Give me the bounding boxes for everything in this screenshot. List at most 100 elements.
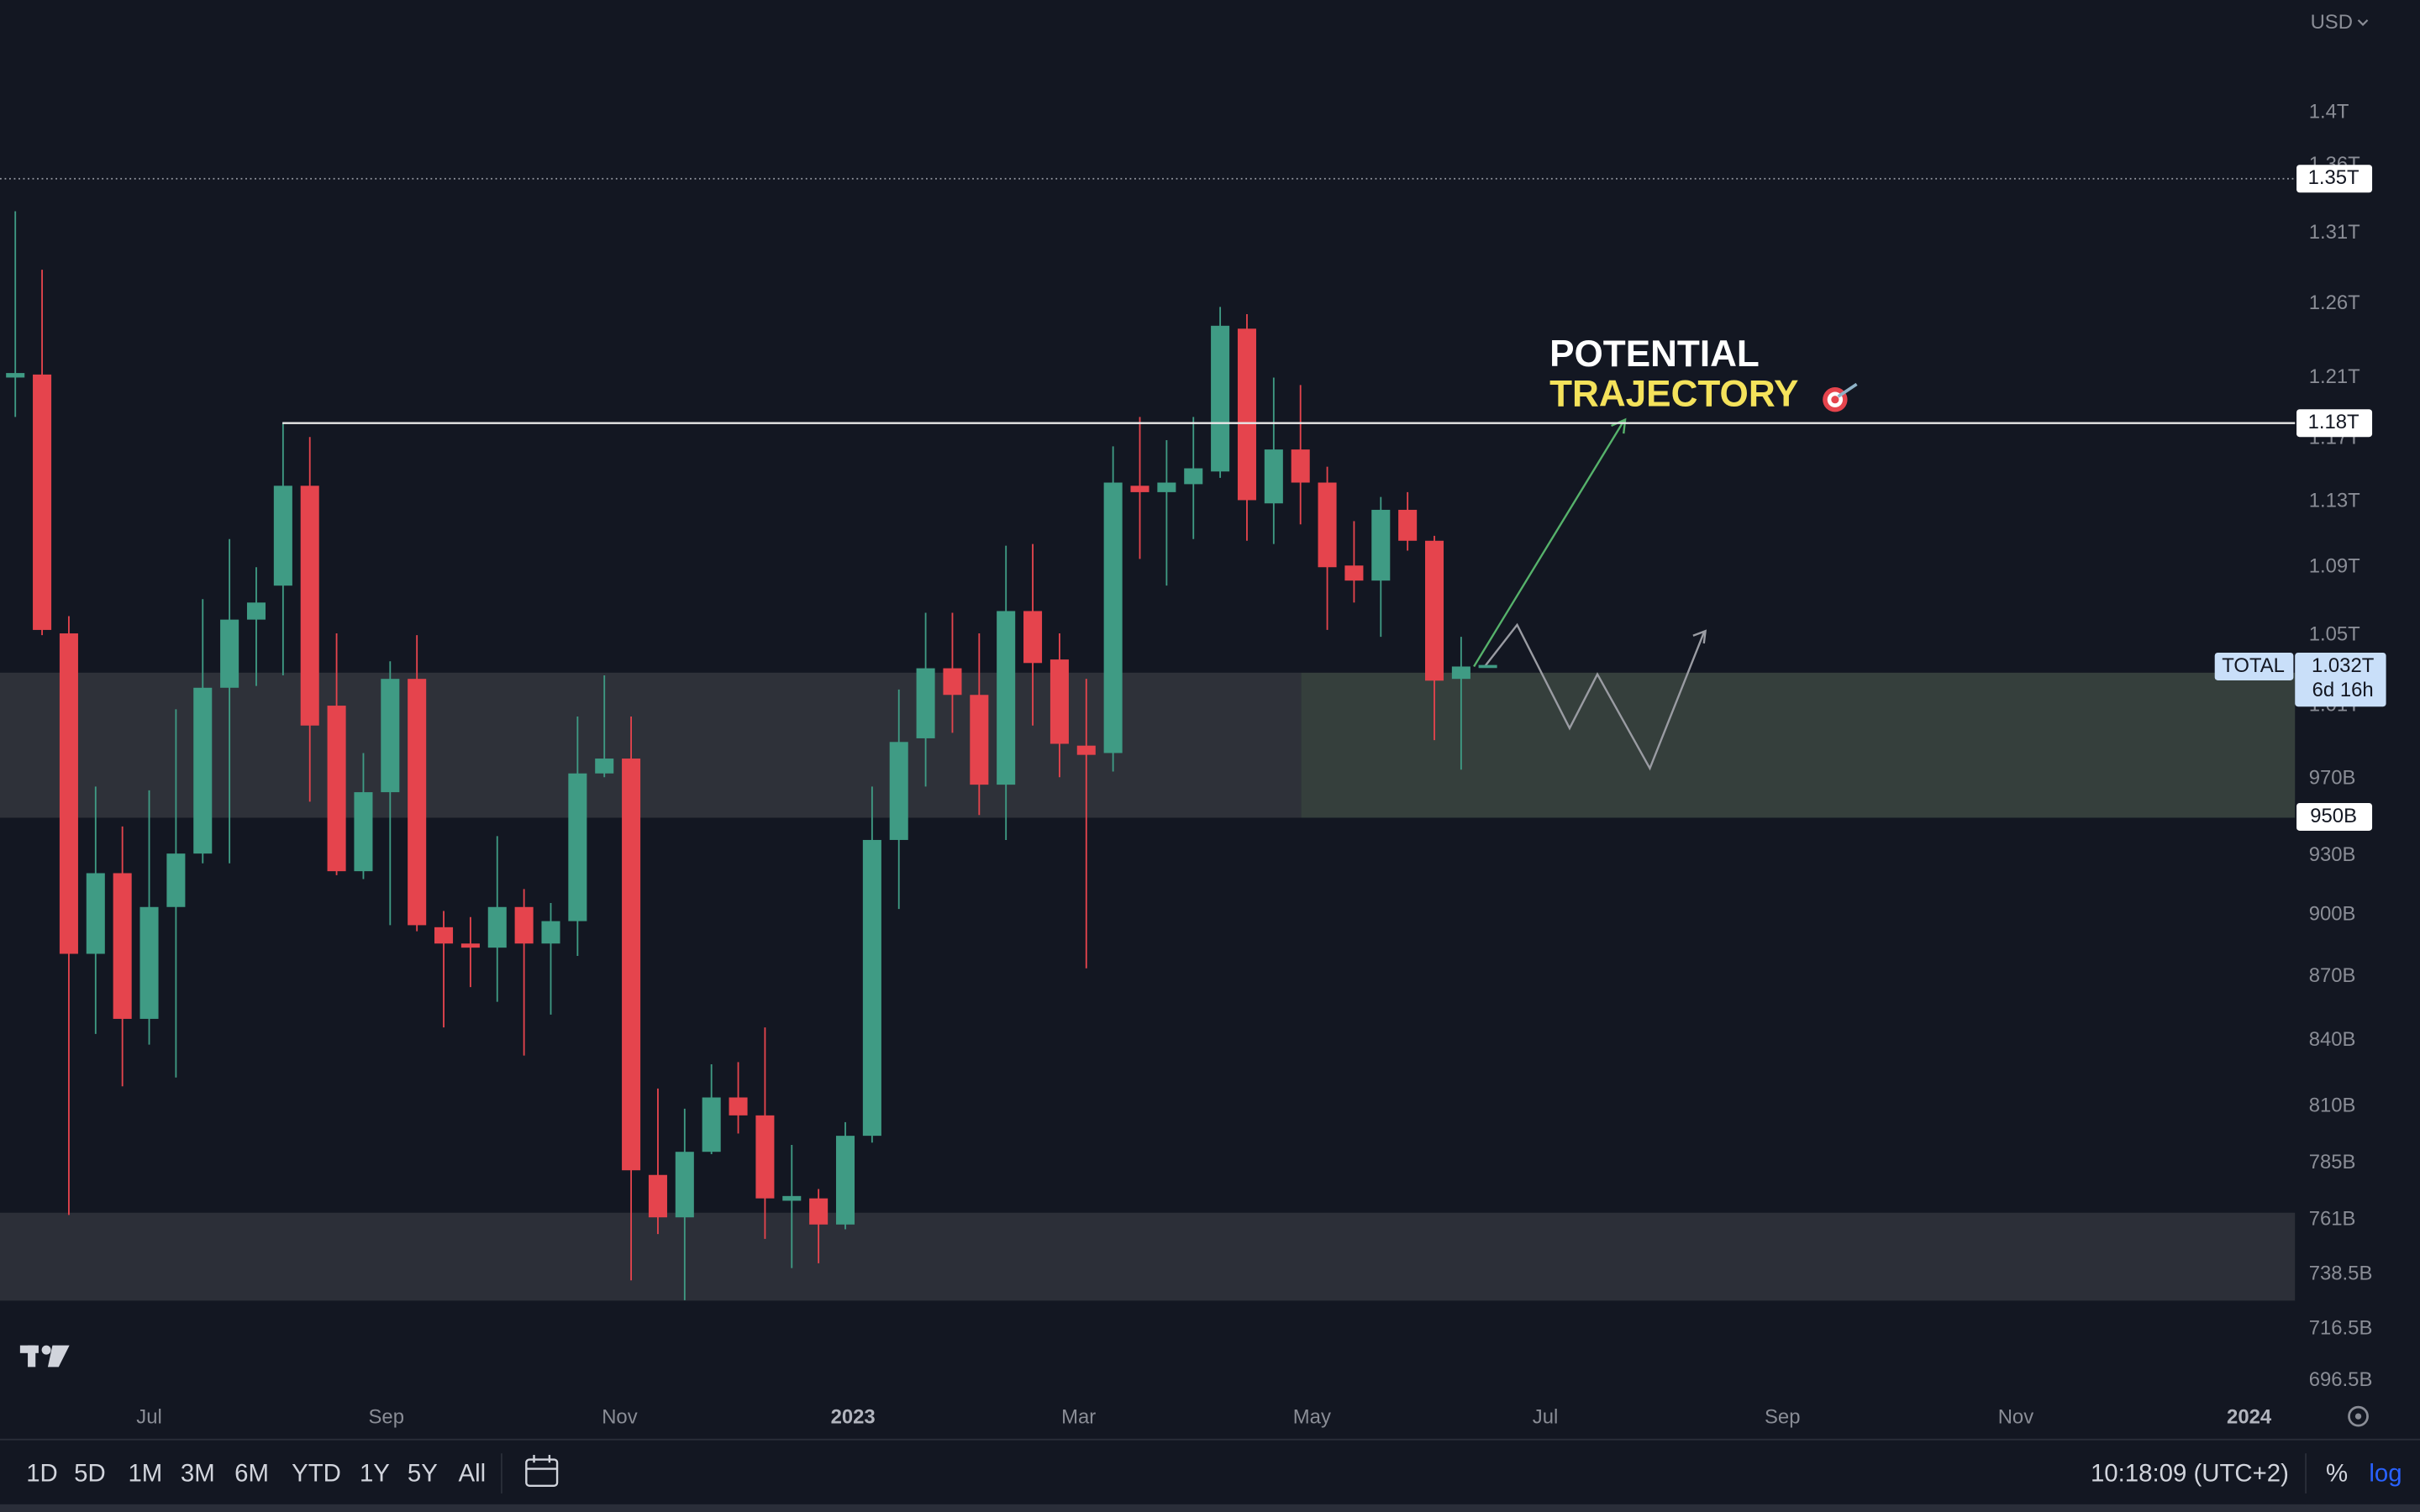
candle-body bbox=[1076, 745, 1096, 755]
candle-body bbox=[1103, 482, 1123, 753]
level-label: 950B bbox=[2310, 805, 2357, 827]
y-tick-label: 1.21T bbox=[2309, 365, 2360, 388]
current-name-box bbox=[2214, 652, 2294, 681]
candle-body bbox=[460, 943, 480, 948]
y-tick-label: 716.5B bbox=[2309, 1317, 2373, 1340]
x-tick-label: Jul bbox=[1533, 1405, 1559, 1428]
x-tick-label: Sep bbox=[1765, 1405, 1800, 1428]
candle-body bbox=[381, 679, 400, 793]
candle-body bbox=[487, 906, 507, 948]
settings-icon[interactable] bbox=[2348, 1405, 2369, 1427]
candle-body bbox=[622, 759, 641, 1171]
support-zone bbox=[0, 672, 1302, 818]
candle-body bbox=[675, 1152, 694, 1218]
candle-body bbox=[354, 792, 373, 872]
countdown: 6d 16h bbox=[2312, 679, 2374, 701]
candle-body bbox=[1318, 482, 1337, 568]
range-button[interactable]: 5D bbox=[74, 1460, 106, 1488]
candle-body bbox=[166, 853, 186, 907]
candle-body bbox=[943, 668, 962, 696]
y-tick-label: 1.13T bbox=[2309, 490, 2360, 512]
candle-body bbox=[1157, 482, 1176, 492]
y-tick-label: 930B bbox=[2309, 843, 2356, 866]
candle-body bbox=[1130, 486, 1150, 492]
log-toggle[interactable]: log bbox=[2369, 1460, 2402, 1488]
arrow-head bbox=[1692, 629, 1707, 644]
range-button[interactable]: 3M bbox=[181, 1460, 215, 1488]
candle-body bbox=[595, 759, 614, 774]
currency-caret bbox=[2357, 19, 2369, 26]
y-tick-label: 738.5B bbox=[2309, 1262, 2373, 1284]
level-label-box bbox=[2296, 409, 2373, 438]
range-button[interactable]: YTD bbox=[292, 1460, 341, 1488]
candle-body bbox=[889, 742, 908, 840]
annotation: TRAJECTORY bbox=[1549, 374, 1798, 415]
candle-body bbox=[568, 773, 587, 921]
range-button[interactable]: 6M bbox=[234, 1460, 269, 1488]
candle-body bbox=[997, 611, 1016, 785]
current-price: 1.032T bbox=[2312, 654, 2375, 677]
candle-body bbox=[59, 633, 78, 954]
y-tick-label: 761B bbox=[2309, 1207, 2356, 1230]
x-tick-label: Sep bbox=[369, 1405, 404, 1428]
candle-body bbox=[1237, 328, 1256, 501]
candle-body bbox=[970, 695, 989, 785]
candle-body bbox=[1291, 449, 1310, 483]
x-tick-label: Jul bbox=[136, 1405, 162, 1428]
candle-body bbox=[1371, 509, 1391, 581]
y-tick-label: 810B bbox=[2309, 1094, 2356, 1116]
candle-body bbox=[139, 906, 159, 1019]
candle-body bbox=[86, 873, 105, 954]
annotation: POTENTIAL bbox=[1549, 333, 1760, 375]
candle-body bbox=[755, 1115, 775, 1199]
candle-body bbox=[273, 486, 292, 586]
candle-body bbox=[1344, 565, 1364, 581]
candle-body bbox=[782, 1195, 802, 1201]
percent-toggle[interactable]: % bbox=[2326, 1460, 2348, 1488]
trajectory-arrow bbox=[1473, 420, 1625, 668]
candle-body bbox=[327, 706, 346, 872]
clock: 10:18:09 (UTC+2) bbox=[2091, 1460, 2289, 1488]
current-price-box bbox=[2295, 652, 2386, 707]
range-button[interactable]: 1D bbox=[26, 1460, 58, 1488]
candle-body bbox=[514, 906, 534, 944]
candle-body bbox=[862, 839, 881, 1137]
tv-logo bbox=[19, 1345, 70, 1368]
bottom-strip bbox=[0, 1504, 2420, 1512]
range-button[interactable]: 1Y bbox=[360, 1460, 390, 1488]
candle-body bbox=[1451, 666, 1470, 680]
candle-body bbox=[1050, 659, 1069, 744]
y-tick-label: 1.26T bbox=[2309, 291, 2360, 314]
y-tick-label: 1.05T bbox=[2309, 622, 2360, 645]
settings-icon-dot bbox=[2354, 1413, 2362, 1420]
y-tick-label: 870B bbox=[2309, 964, 2356, 987]
candle-body bbox=[6, 373, 25, 378]
y-tick-label: 1.4T bbox=[2309, 100, 2349, 123]
range-button[interactable]: 5Y bbox=[408, 1460, 438, 1488]
candle-body bbox=[916, 668, 935, 738]
candle-body bbox=[1211, 325, 1230, 472]
plot bbox=[6, 211, 1470, 1300]
x-tick-label: 2023 bbox=[831, 1405, 876, 1428]
candle-body bbox=[541, 921, 560, 944]
candle-body bbox=[835, 1136, 855, 1225]
candle-body bbox=[729, 1097, 748, 1116]
currency[interactable]: USD bbox=[2311, 11, 2353, 34]
level-label-box bbox=[2296, 165, 2373, 193]
candle-body bbox=[1264, 449, 1283, 504]
candle-body bbox=[300, 486, 319, 726]
candle-body bbox=[193, 687, 213, 854]
y-tick-label: 1.31T bbox=[2309, 221, 2360, 244]
y-tick-label: 840B bbox=[2309, 1028, 2356, 1051]
candle-body bbox=[1398, 509, 1418, 541]
calendar-icon[interactable] bbox=[525, 1455, 559, 1487]
candle-body bbox=[408, 679, 427, 926]
level-label-box bbox=[2296, 802, 2373, 831]
candle-body bbox=[113, 873, 132, 1019]
x-tick-label: 2024 bbox=[2227, 1405, 2272, 1428]
range-button[interactable]: All bbox=[459, 1460, 487, 1488]
x-tick-label: Nov bbox=[1998, 1405, 2034, 1428]
range-button[interactable]: 1M bbox=[128, 1460, 162, 1488]
y-tick-label: 785B bbox=[2309, 1151, 2356, 1173]
